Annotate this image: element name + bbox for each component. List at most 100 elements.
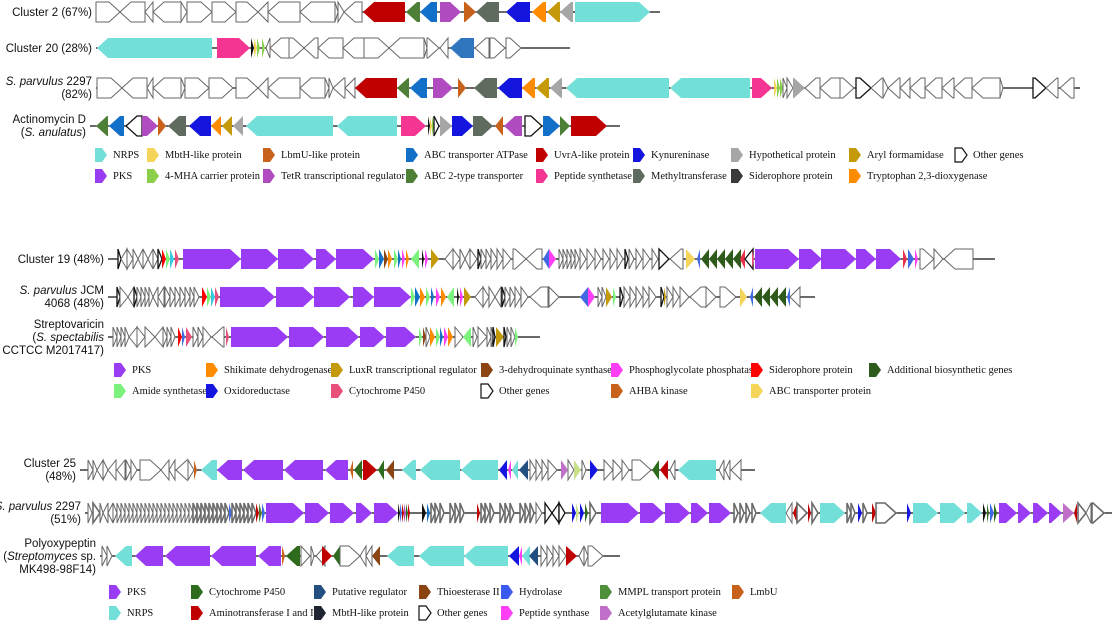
track-label-line: Cluster 25 bbox=[23, 458, 76, 470]
legend-swatch-icon bbox=[331, 384, 343, 398]
gene-arrow bbox=[247, 502, 253, 524]
gene-arrow bbox=[477, 248, 482, 270]
gene-arrow bbox=[402, 503, 404, 523]
gene-arrow bbox=[718, 459, 725, 481]
gene-arrow bbox=[152, 1, 182, 23]
gene-arrow bbox=[360, 327, 385, 347]
gene-arrow bbox=[200, 502, 206, 524]
gene-arrow bbox=[299, 1, 336, 23]
gene-arrow bbox=[536, 78, 549, 98]
gene-arrow bbox=[587, 545, 604, 567]
gene-arrow bbox=[529, 458, 537, 482]
gene-arrow bbox=[941, 77, 955, 99]
gene-arrow bbox=[635, 247, 643, 271]
legend-item: Other genes bbox=[954, 147, 1023, 163]
gene-arrow bbox=[522, 546, 530, 566]
gene-arrow bbox=[180, 0, 188, 24]
legend-item: Hydrolase bbox=[500, 584, 562, 600]
gene-arrow bbox=[504, 116, 522, 136]
gene-arrow bbox=[109, 116, 124, 136]
gene-arrow bbox=[116, 326, 122, 348]
gene-arrow bbox=[509, 286, 516, 308]
track-label-line: S. parvulus 2297 bbox=[0, 501, 81, 513]
legend-item: NRPS bbox=[108, 605, 153, 621]
gene-arrow bbox=[130, 458, 138, 482]
gene-arrow bbox=[276, 287, 314, 307]
gene-arrow bbox=[782, 77, 788, 99]
gene-arrow bbox=[510, 326, 516, 348]
gene-arrow bbox=[233, 116, 243, 136]
gene-arrow bbox=[262, 38, 265, 58]
gene-arrow bbox=[540, 544, 548, 568]
gene-arrow bbox=[648, 285, 657, 309]
gene-arrow bbox=[398, 249, 401, 269]
gene-arrow bbox=[204, 502, 210, 524]
gene-arrow bbox=[804, 77, 821, 99]
gene-arrow bbox=[464, 2, 476, 22]
gene-arrow bbox=[324, 77, 330, 99]
gene-arrow bbox=[509, 502, 515, 524]
gene-arrow bbox=[128, 502, 134, 524]
gene-arrow bbox=[701, 249, 709, 269]
gene-cluster-track bbox=[95, 0, 660, 24]
gene-arrow bbox=[115, 546, 132, 566]
gene-arrow bbox=[408, 503, 410, 523]
gene-arrow bbox=[899, 76, 911, 100]
gene-arrow bbox=[216, 502, 222, 524]
legend-swatch-icon bbox=[419, 585, 431, 599]
gene-arrow bbox=[325, 460, 348, 480]
legend-swatch-icon bbox=[147, 169, 159, 183]
legend-swatch-icon bbox=[314, 606, 326, 620]
gene-arrow bbox=[136, 286, 142, 308]
gene-arrow bbox=[363, 37, 390, 59]
legend-swatch-icon bbox=[481, 363, 493, 377]
gene-arrow bbox=[169, 286, 176, 308]
gene-arrow bbox=[333, 546, 340, 566]
gene-arrow bbox=[464, 546, 508, 566]
gene-arrow bbox=[485, 248, 492, 270]
legend-item: Kynureninase bbox=[632, 147, 709, 163]
gene-arrow bbox=[697, 249, 700, 269]
gene-arrow bbox=[344, 76, 356, 100]
track-label-line: Cluster 20 (28%) bbox=[5, 42, 92, 55]
gene-arrow bbox=[566, 78, 669, 98]
gene-arrow bbox=[755, 249, 799, 269]
legend-item: MbtH-like protein bbox=[313, 605, 409, 621]
gene-arrow bbox=[586, 247, 595, 271]
legend-label: Aminotransferase I and II bbox=[209, 607, 318, 619]
gene-arrow bbox=[477, 325, 488, 349]
gene-arrow bbox=[1085, 502, 1092, 524]
gene-arrow bbox=[420, 460, 460, 480]
gene-arrow bbox=[562, 248, 568, 270]
gene-arrow bbox=[915, 249, 918, 269]
gene-arrow bbox=[999, 77, 1004, 99]
gene-arrow bbox=[269, 37, 290, 59]
gene-arrow bbox=[787, 287, 790, 307]
gene-arrow bbox=[585, 503, 588, 523]
gene-arrow bbox=[544, 500, 553, 526]
gene-arrow bbox=[754, 287, 762, 307]
gene-arrow bbox=[733, 502, 739, 524]
gene-arrow bbox=[354, 460, 362, 480]
gene-arrow bbox=[519, 546, 522, 566]
legend-label: PKS bbox=[113, 170, 133, 182]
gene-arrow bbox=[739, 502, 745, 524]
gene-cluster-track bbox=[108, 285, 815, 309]
gene-arrow bbox=[235, 1, 259, 23]
gene-arrow bbox=[576, 503, 579, 523]
gene-arrow bbox=[126, 247, 134, 271]
legend-item: AHBA kinase bbox=[610, 383, 688, 399]
gene-arrow bbox=[439, 502, 445, 524]
gene-arrow bbox=[1045, 77, 1059, 99]
gene-arrow bbox=[796, 501, 809, 525]
legend-item: Tryptophan 2,3-dioxygenase bbox=[848, 168, 987, 184]
legend-label: LuxR transcriptional regulator bbox=[349, 364, 477, 376]
gene-arrow bbox=[441, 287, 446, 307]
legend-label: LbmU-like protein bbox=[281, 149, 361, 161]
legend-label: LmbU bbox=[750, 586, 778, 598]
gene-arrow bbox=[401, 116, 426, 136]
gene-arrow bbox=[474, 285, 484, 309]
gene-arrow bbox=[220, 287, 275, 307]
gene-arrow bbox=[140, 286, 146, 308]
legend-swatch-icon bbox=[331, 363, 343, 377]
